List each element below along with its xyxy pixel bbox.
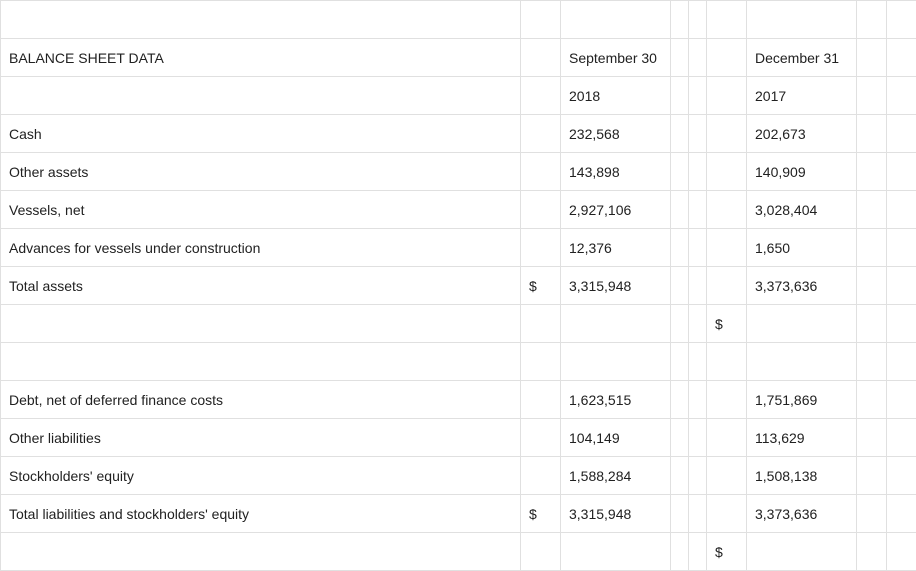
year1: 2018 [561, 77, 671, 115]
cell-value: 143,898 [561, 153, 671, 191]
cell-value: 3,373,636 [747, 267, 857, 305]
row-label: Advances for vessels under construction [1, 229, 521, 267]
row-label: Other assets [1, 153, 521, 191]
table-row: Vessels, net 2,927,106 3,028,404 [1, 191, 916, 229]
row-label: Cash [1, 115, 521, 153]
table-row: Cash 232,568 202,673 [1, 115, 916, 153]
sheet-title: BALANCE SHEET DATA [1, 39, 521, 77]
cell-value: 2,927,106 [561, 191, 671, 229]
period1-header: September 30 [561, 39, 671, 77]
currency-symbol: $ [707, 533, 747, 571]
table-row [1, 343, 916, 381]
table-row: Stockholders' equity 1,588,284 1,508,138 [1, 457, 916, 495]
row-label: Total assets [1, 267, 521, 305]
cell-value: 12,376 [561, 229, 671, 267]
cell-value: 113,629 [747, 419, 857, 457]
table-row: Total assets $ 3,315,948 3,373,636 [1, 267, 916, 305]
cell-value: 3,373,636 [747, 495, 857, 533]
table-row: $ [1, 533, 916, 571]
period2-header: December 31 [747, 39, 857, 77]
currency-symbol: $ [521, 495, 561, 533]
cell-value: 1,751,869 [747, 381, 857, 419]
cell-value: 1,623,515 [561, 381, 671, 419]
table-row: Debt, net of deferred finance costs 1,62… [1, 381, 916, 419]
table-row: Other assets 143,898 140,909 [1, 153, 916, 191]
row-label: Vessels, net [1, 191, 521, 229]
currency-symbol: $ [707, 305, 747, 343]
year2: 2017 [747, 77, 857, 115]
cell-value: 3,315,948 [561, 267, 671, 305]
balance-sheet-table: BALANCE SHEET DATA September 30 December… [0, 0, 916, 571]
cell-value: 232,568 [561, 115, 671, 153]
cell-value: 1,588,284 [561, 457, 671, 495]
table-row: Other liabilities 104,149 113,629 [1, 419, 916, 457]
table-row: 2018 2017 [1, 77, 916, 115]
row-label: Other liabilities [1, 419, 521, 457]
cell-value: 1,650 [747, 229, 857, 267]
row-label: Stockholders' equity [1, 457, 521, 495]
table-row: Total liabilities and stockholders' equi… [1, 495, 916, 533]
table-row: BALANCE SHEET DATA September 30 December… [1, 39, 916, 77]
cell-value: 3,315,948 [561, 495, 671, 533]
row-label: Total liabilities and stockholders' equi… [1, 495, 521, 533]
row-label: Debt, net of deferred finance costs [1, 381, 521, 419]
cell-value: 202,673 [747, 115, 857, 153]
table-row [1, 1, 916, 39]
table-row: Advances for vessels under construction … [1, 229, 916, 267]
cell-value: 1,508,138 [747, 457, 857, 495]
table-row: $ [1, 305, 916, 343]
currency-symbol: $ [521, 267, 561, 305]
cell-value: 3,028,404 [747, 191, 857, 229]
cell-value: 140,909 [747, 153, 857, 191]
cell-value: 104,149 [561, 419, 671, 457]
